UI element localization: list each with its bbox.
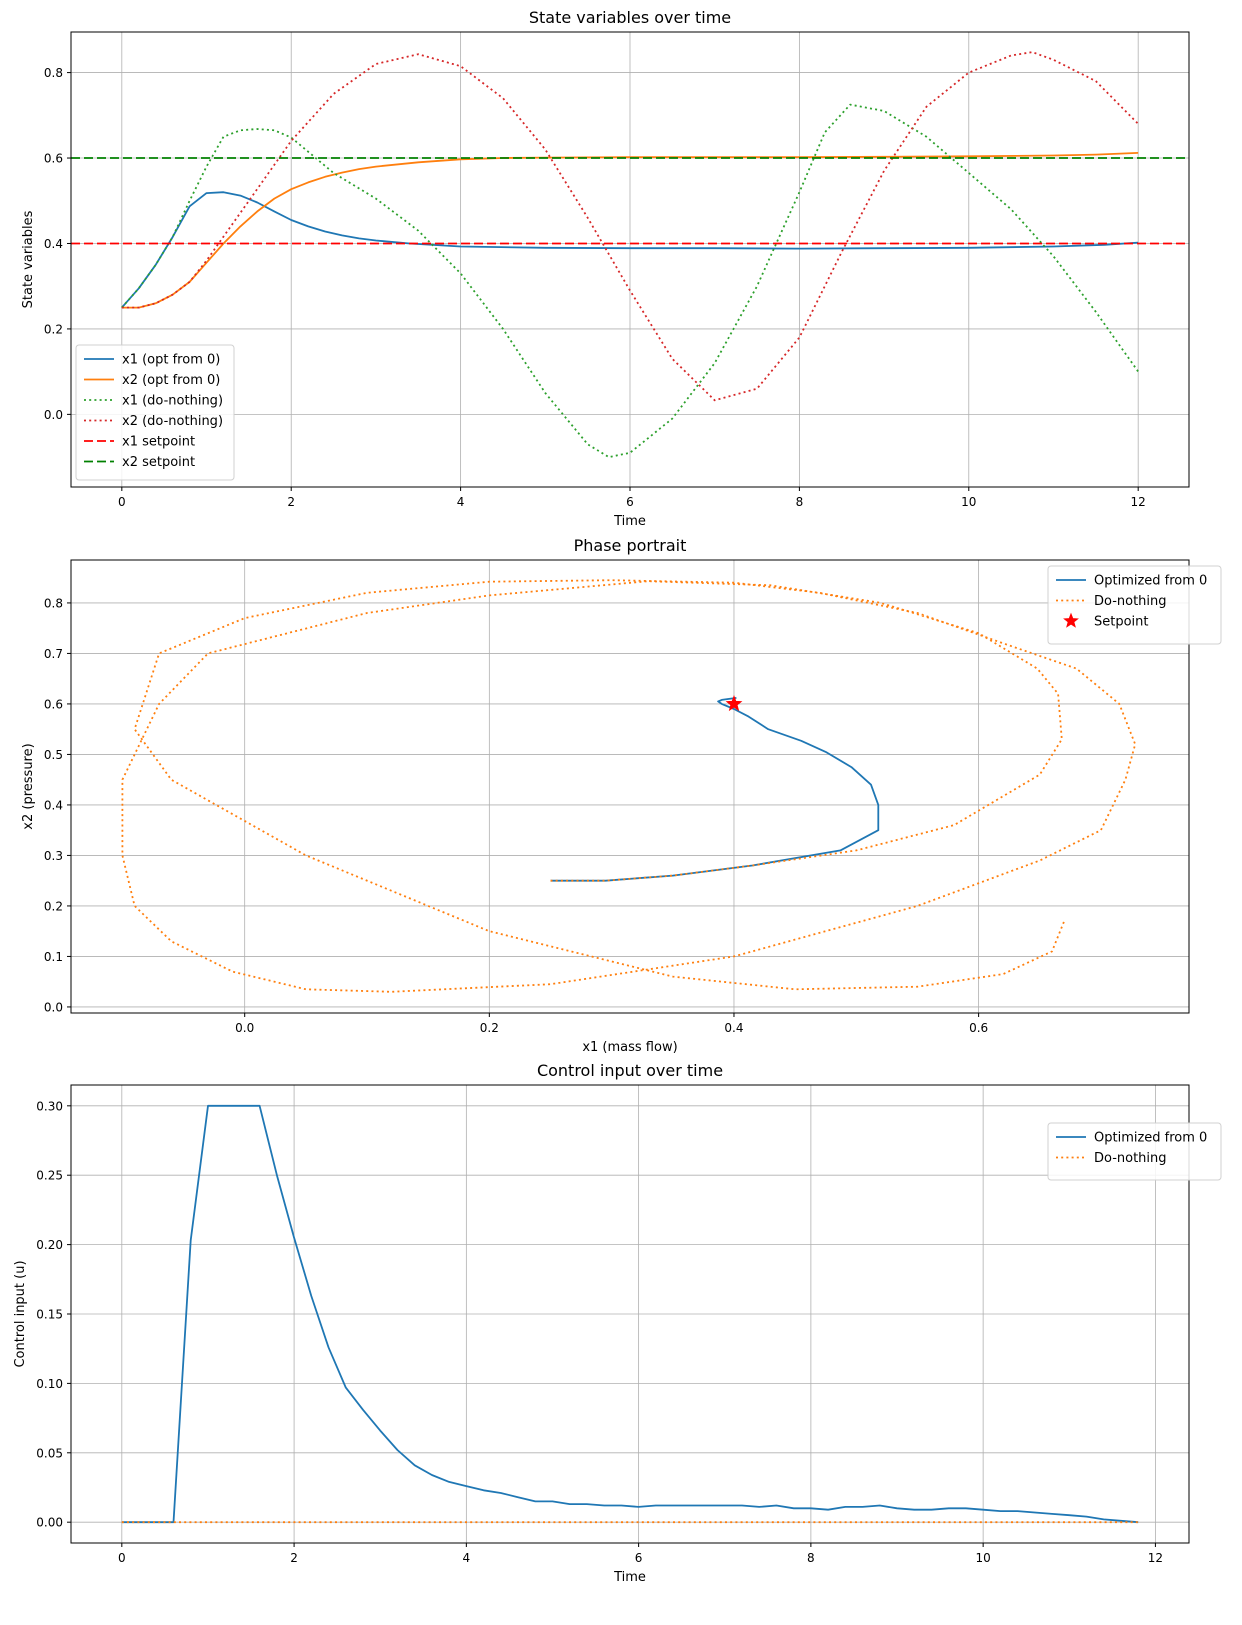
series-optimized-from-0: [550, 697, 880, 882]
y-axis-label: Control input (u): [13, 1260, 28, 1367]
x-tick-label: 10: [976, 1551, 991, 1565]
y-tick-label: 0.30: [36, 1099, 63, 1113]
series-x1-opt-from-0: [121, 191, 1139, 309]
x-tick-label: 0: [118, 1551, 126, 1565]
x-tick-label: 4: [457, 495, 465, 509]
x-tick-label: 2: [290, 1551, 298, 1565]
x-axis-label: Time: [613, 1570, 646, 1585]
legend-label: x2 (opt from 0): [122, 373, 220, 388]
y-tick-label: 0.8: [44, 596, 63, 610]
x-tick-label: 8: [807, 1551, 815, 1565]
plot-area: [121, 579, 1137, 993]
legend-box: [1047, 1122, 1222, 1181]
x-tick-label: 6: [626, 495, 634, 509]
y-tick-label: 0.20: [36, 1238, 63, 1252]
y-tick-label: 0.8: [44, 66, 63, 80]
y-tick-label: 0.3: [44, 849, 63, 863]
y-tick-label: 0.6: [44, 697, 63, 711]
x-tick-label: 0.6: [969, 1021, 988, 1035]
x-tick-label: 10: [961, 495, 976, 509]
series-x2-opt-from-0: [121, 152, 1139, 309]
axes-frame: [70, 559, 1190, 1014]
legend-label: x2 (do-nothing): [122, 414, 223, 429]
y-tick-label: 0.4: [44, 798, 63, 812]
chart-2: 0.0 0.2 0.4 0.6 0.0 0.1 0.2 0.3 0.4 0.5 0.6 0.7 0.8 P…: [21, 536, 1222, 1055]
chart-1: 0 2 4 6 8 10 12 0.0 0.2 0.4 0.6 0.8 State variables …: [21, 8, 1190, 529]
legend-box: [1047, 565, 1222, 645]
x-tick-label: 0.4: [724, 1021, 743, 1035]
y-tick-label: 0.25: [36, 1169, 63, 1183]
x-tick-label: 2: [287, 495, 295, 509]
y-tick-label: 0.2: [44, 322, 63, 336]
legend-box: [75, 344, 235, 481]
setpoint-marker: [725, 695, 743, 712]
legend-label: Optimized from 0: [1094, 574, 1207, 589]
y-axis-label: State variables: [21, 210, 36, 308]
x-tick-label: 0.2: [480, 1021, 499, 1035]
legend: Optimized from 0 Do-nothing Setpoint: [1047, 565, 1222, 645]
y-tick-label: 0.0: [44, 408, 63, 422]
x-tick-label: 0: [118, 495, 126, 509]
y-tick-label: 0.5: [44, 748, 63, 762]
x-axis-label: x1 (mass flow): [582, 1040, 677, 1055]
x-tick-label: 0.0: [235, 1021, 254, 1035]
legend-label: x1 (do-nothing): [122, 394, 223, 409]
legend-label: Optimized from 0: [1094, 1131, 1207, 1146]
y-tick-label: 0.15: [36, 1308, 63, 1322]
legend-label: x1 setpoint: [122, 435, 195, 450]
legend-marker: [1063, 612, 1079, 628]
y-tick-label: 0.1: [44, 950, 63, 964]
x-tick-label: 12: [1131, 495, 1146, 509]
legend: Optimized from 0 Do-nothing: [1047, 1122, 1222, 1181]
chart-title: State variables over time: [529, 8, 731, 27]
series-optimized-from-0: [121, 1104, 1139, 1524]
series-do-nothing: [121, 579, 1137, 993]
x-tick-label: 6: [635, 1551, 643, 1565]
y-tick-label: 0.00: [36, 1516, 63, 1530]
x-tick-label: 4: [463, 1551, 471, 1565]
chart-title: Control input over time: [537, 1061, 723, 1080]
legend-label: x1 (opt from 0): [122, 353, 220, 368]
legend-label: Setpoint: [1094, 615, 1149, 630]
plot-area: [71, 51, 1189, 459]
chart-3: 0 2 4 6 8 10 12 0.00 0.05 0.10 0.15 0.20 0.25 0.30 Con…: [13, 1061, 1222, 1585]
legend-label: x2 setpoint: [122, 455, 195, 470]
plot-area: [121, 1104, 1139, 1524]
series-x2-do-nothing: [121, 51, 1139, 402]
x-tick-label: 12: [1148, 1551, 1163, 1565]
y-tick-label: 0.0: [44, 1000, 63, 1014]
y-tick-label: 0.2: [44, 899, 63, 913]
chart-title: Phase portrait: [574, 536, 687, 555]
legend: x1 (opt from 0) x2 (opt from 0) x1 (do-not…: [75, 344, 235, 481]
y-tick-label: 0.05: [36, 1446, 63, 1460]
x-axis-label: Time: [613, 514, 646, 529]
legend-label: Do-nothing: [1094, 594, 1167, 609]
y-tick-label: 0.10: [36, 1377, 63, 1391]
y-tick-label: 0.7: [44, 647, 63, 661]
y-axis-label: x2 (pressure): [21, 743, 36, 829]
legend-label: Do-nothing: [1094, 1151, 1167, 1166]
y-tick-label: 0.4: [44, 237, 63, 251]
x-tick-label: 8: [796, 495, 804, 509]
y-tick-label: 0.6: [44, 152, 63, 166]
